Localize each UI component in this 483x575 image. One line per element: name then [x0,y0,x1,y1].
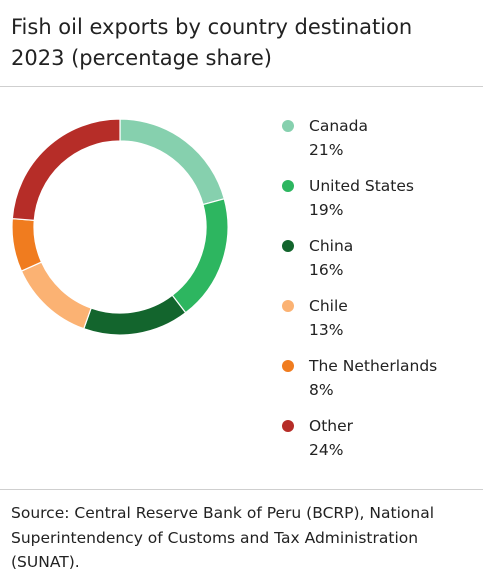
legend-swatch [282,240,294,252]
legend-label: Chile [309,297,348,315]
legend-swatch [282,420,294,432]
top-divider [0,86,483,87]
chart-title: Fish oil exports by country destination … [11,15,413,70]
legend-label: Canada [309,117,368,135]
legend-label: The Netherlands [309,357,438,375]
source-note: Source: Central Reserve Bank of Peru (BC… [11,504,434,571]
chart-legend: Canada 21% United States 19% China 16% C… [282,114,477,474]
legend-label: China [309,237,354,255]
donut-slice-united-states [171,198,229,314]
legend-swatch [282,120,294,132]
legend-label: Other [309,417,354,435]
legend-label: United States [309,177,414,195]
legend-swatch [282,180,294,192]
legend-item-united-states: United States 19% [282,174,477,234]
legend-item-chile: Chile 13% [282,294,477,354]
legend-value: 16% [309,261,344,279]
legend-value: 8% [309,381,334,399]
legend-item-china: China 16% [282,234,477,294]
legend-value: 19% [309,201,344,219]
legend-item-canada: Canada 21% [282,114,477,174]
legend-item-other: Other 24% [282,414,477,474]
legend-value: 24% [309,441,344,459]
legend-swatch [282,300,294,312]
legend-value: 13% [309,321,344,339]
bottom-divider [0,489,483,490]
donut-slice-china [82,294,187,336]
legend-item-the-netherlands: The Netherlands 8% [282,354,477,414]
donut-chart [11,118,229,336]
donut-slice-chile [20,261,92,330]
donut-slice-canada [119,118,225,206]
donut-slice-other [11,118,121,221]
legend-value: 21% [309,141,344,159]
legend-swatch [282,360,294,372]
donut-slice-the-netherlands [11,217,43,272]
